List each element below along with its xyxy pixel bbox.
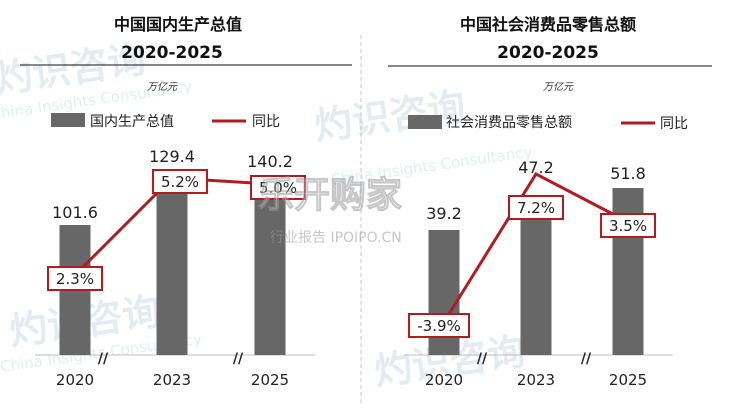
site-logo-text: 乐开购家 [258, 175, 402, 216]
legend-line-label: 同比 [660, 116, 688, 132]
axis-break-mark: // [477, 351, 488, 367]
yoy-label-box [600, 213, 656, 238]
chart-title: 中国社会消费品零售总额 [460, 15, 636, 34]
yoy-label: 2.3% [56, 270, 94, 288]
legend-bar-label: 社会消费品零售总额 [446, 115, 572, 131]
yoy-label-box [152, 169, 208, 194]
unit-label: 万亿元 [147, 81, 178, 93]
x-tick-label: 2025 [609, 371, 647, 389]
axis-break-mark: // [581, 351, 592, 367]
legend-bar-swatch [51, 113, 85, 127]
unit-label: 万亿元 [543, 81, 574, 93]
bar-value-label: 47.2 [518, 158, 554, 177]
bar-value-label: 129.4 [149, 147, 195, 166]
x-tick-label: 2023 [517, 371, 555, 389]
x-tick-label: 2020 [425, 371, 463, 389]
x-tick-label: 2023 [153, 371, 191, 389]
chart-retail: 中国社会消费品零售总额 2020-2025 万亿元 社会消费品零售总额 同比 3… [388, 15, 712, 389]
chart-title: 中国国内生产总值 [114, 15, 242, 34]
chart-subtitle: 2020-2025 [121, 43, 223, 63]
yoy-label-box [508, 195, 564, 220]
yoy-label: 5.2% [161, 173, 199, 191]
plot-area: 39.2 2020 47.2 2023 51.8 2025 // // -3.9% 7.2% 3.5… [404, 158, 673, 389]
bar [520, 203, 552, 355]
plot-area: 101.6 2020 129.4 2023 140.2 2025 // // 2.3% 5.2% 5… [35, 147, 315, 389]
watermark-brand-2: 灼识咨询 [312, 84, 469, 149]
x-tick-label: 2025 [251, 371, 289, 389]
site-watermark: 乐开购家 行业报告 IPOIPO.CN [258, 175, 403, 247]
legend-bar-swatch [408, 115, 442, 129]
bar [254, 176, 286, 355]
yoy-label-box [250, 175, 306, 200]
bar [156, 190, 188, 355]
yoy-label: 3.5% [609, 217, 647, 235]
bar-value-label: 39.2 [426, 204, 462, 223]
yoy-label-box [47, 266, 103, 291]
chart-subtitle: 2020-2025 [497, 43, 599, 63]
yoy-line [442, 172, 629, 323]
site-sub-text: 行业报告 IPOIPO.CN [270, 230, 402, 246]
bar-value-label: 101.6 [52, 203, 98, 222]
x-tick-label: 2020 [56, 371, 94, 389]
chart-gdp: 中国国内生产总值 2020-2025 万亿元 国内生产总值 同比 101.6 20… [20, 15, 352, 389]
yoy-label: 5.0% [259, 179, 297, 197]
legend-line-label: 同比 [252, 114, 280, 130]
yoy-label: 7.2% [517, 199, 555, 217]
yoy-label: -3.9% [417, 317, 461, 335]
axis-break-mark: // [98, 351, 109, 367]
legend-bar-label: 国内生产总值 [90, 114, 174, 130]
axis-break-mark: // [233, 351, 244, 367]
bar-value-label: 140.2 [247, 152, 293, 171]
yoy-label-box [408, 313, 470, 338]
bar-value-label: 51.8 [610, 164, 646, 183]
